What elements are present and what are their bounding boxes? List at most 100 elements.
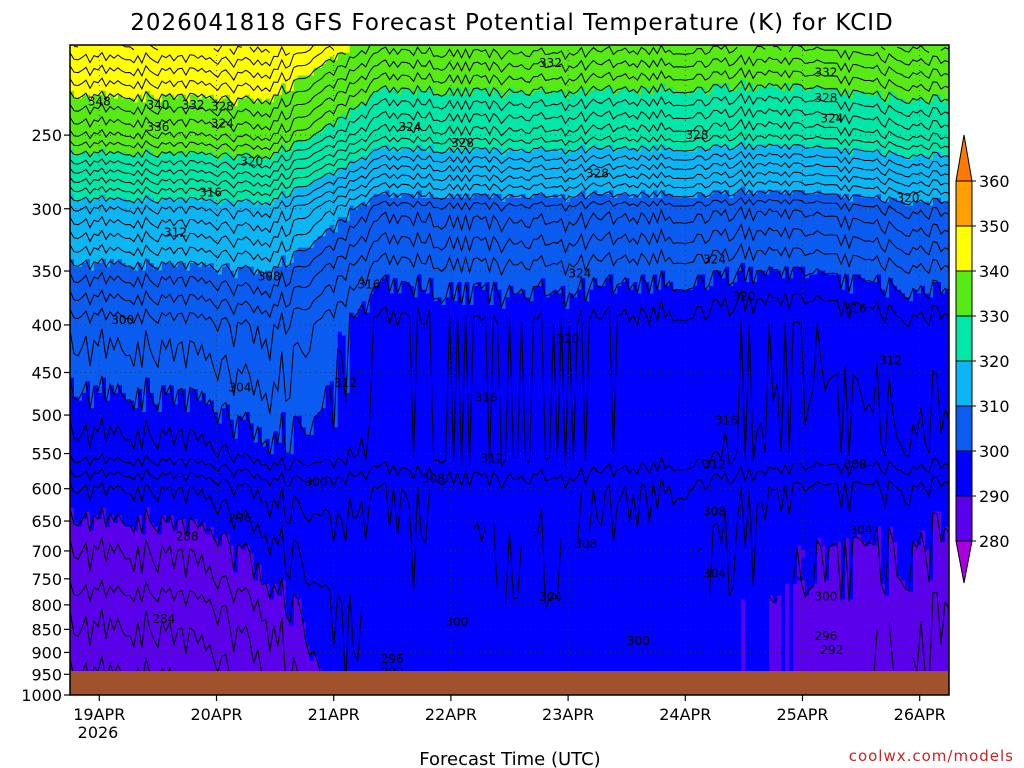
heat-cell bbox=[97, 435, 103, 440]
heat-cell bbox=[93, 446, 99, 451]
heat-cell bbox=[129, 492, 135, 497]
heat-cell bbox=[141, 320, 147, 325]
heat-cell bbox=[157, 645, 163, 650]
heat-cell bbox=[129, 373, 135, 379]
heat-cell bbox=[161, 473, 167, 478]
heat-cell bbox=[165, 48, 171, 54]
heat-cell bbox=[157, 366, 163, 371]
heat-cell bbox=[181, 335, 187, 341]
heat-cell bbox=[161, 71, 167, 77]
heat-cell bbox=[101, 446, 107, 451]
heat-cell bbox=[74, 442, 79, 448]
heat-cell bbox=[157, 500, 163, 505]
heat-cell bbox=[161, 488, 167, 493]
heat-cell bbox=[113, 381, 119, 386]
heat-cell bbox=[165, 415, 171, 421]
heat-cell bbox=[117, 289, 123, 295]
heat-cell bbox=[117, 324, 123, 329]
heat-cell bbox=[129, 622, 135, 627]
heat-cell bbox=[74, 446, 79, 451]
heat-cell bbox=[93, 243, 99, 249]
heat-cell bbox=[74, 412, 79, 417]
heat-cell bbox=[121, 377, 127, 383]
heat-cell bbox=[145, 301, 151, 306]
heat-cell bbox=[125, 473, 131, 478]
heat-cell bbox=[113, 652, 119, 658]
heat-cell bbox=[161, 297, 167, 302]
heat-cell bbox=[89, 266, 95, 272]
heat-cell bbox=[109, 599, 115, 604]
heat-cell bbox=[70, 526, 75, 532]
heat-cell bbox=[105, 213, 111, 218]
heat-cell bbox=[113, 60, 119, 65]
heat-cell bbox=[181, 412, 187, 417]
heat-cell bbox=[161, 603, 167, 608]
heat-cell bbox=[109, 392, 115, 398]
heat-cell bbox=[145, 305, 151, 310]
heat-cell bbox=[149, 473, 155, 478]
heat-cell bbox=[137, 484, 143, 490]
heat-cell bbox=[70, 224, 75, 230]
heat-cell bbox=[113, 129, 119, 134]
heat-cell bbox=[145, 343, 151, 348]
heat-cell bbox=[173, 331, 179, 337]
heat-cell bbox=[93, 320, 99, 325]
heat-cell bbox=[177, 190, 183, 195]
heat-cell bbox=[165, 163, 171, 168]
heat-cell bbox=[145, 408, 151, 413]
heat-cell bbox=[113, 45, 119, 50]
heat-cell bbox=[177, 630, 183, 635]
heat-cell bbox=[89, 331, 95, 337]
heat-cell bbox=[77, 110, 83, 115]
heat-cell bbox=[109, 144, 115, 149]
heat-cell bbox=[109, 511, 115, 516]
heat-cell bbox=[133, 660, 139, 666]
heat-cell bbox=[89, 366, 95, 371]
heat-cell bbox=[169, 171, 175, 176]
heat-cell bbox=[125, 511, 131, 516]
heat-cell bbox=[129, 331, 135, 337]
heat-cell bbox=[145, 217, 151, 222]
heat-cell bbox=[173, 64, 179, 69]
heat-cell bbox=[89, 274, 95, 279]
heat-cell bbox=[117, 431, 123, 436]
heat-cell bbox=[145, 270, 151, 276]
heat-cell bbox=[121, 664, 127, 669]
heat-cell bbox=[89, 480, 95, 486]
heat-cell bbox=[157, 159, 163, 165]
heat-cell bbox=[81, 67, 87, 73]
heat-cell bbox=[85, 538, 91, 543]
heat-cell bbox=[97, 240, 103, 245]
heat-cell bbox=[81, 201, 87, 207]
heat-cell bbox=[97, 354, 103, 360]
heat-cell bbox=[157, 565, 163, 570]
heat-cell bbox=[77, 412, 83, 417]
heat-cell bbox=[105, 117, 111, 123]
heat-cell bbox=[101, 358, 107, 363]
heat-cell bbox=[70, 297, 75, 302]
heat-cell bbox=[89, 477, 95, 482]
heat-cell bbox=[125, 132, 131, 138]
heat-cell bbox=[137, 140, 143, 146]
heat-cell bbox=[125, 182, 131, 188]
heat-cell bbox=[70, 473, 75, 478]
heat-cell bbox=[141, 64, 147, 69]
heat-cell bbox=[85, 266, 91, 272]
heat-cell bbox=[97, 270, 103, 276]
heat-cell bbox=[93, 255, 99, 260]
heat-cell bbox=[137, 308, 143, 314]
heat-cell bbox=[81, 396, 87, 402]
heat-cell bbox=[97, 641, 103, 646]
heat-cell bbox=[77, 603, 83, 608]
heat-cell bbox=[177, 167, 183, 172]
heat-cell bbox=[141, 450, 147, 455]
heat-cell bbox=[153, 442, 159, 448]
heat-cell bbox=[81, 419, 87, 425]
heat-cell bbox=[89, 324, 95, 329]
heat-cell bbox=[177, 511, 183, 516]
heat-cell bbox=[70, 370, 75, 375]
heat-cell bbox=[70, 645, 75, 650]
heat-cell bbox=[121, 603, 127, 608]
heat-cell bbox=[149, 113, 155, 119]
heat-cell bbox=[141, 610, 147, 616]
